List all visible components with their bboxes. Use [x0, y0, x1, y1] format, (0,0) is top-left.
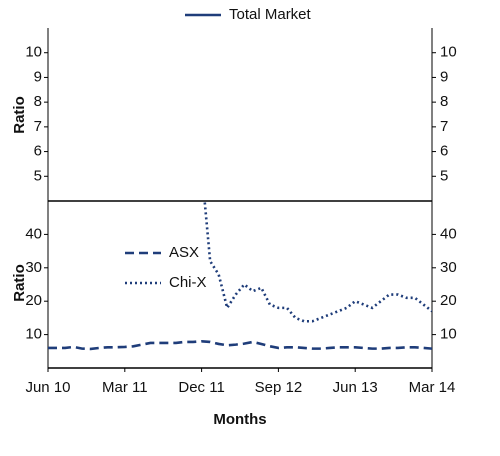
- series-line: [48, 53, 432, 163]
- y-tick-label: 5: [34, 167, 42, 184]
- y-axis-title: Ratio: [11, 264, 28, 302]
- y-tick-label: 10: [25, 44, 42, 61]
- series-line: [48, 339, 432, 351]
- series-line: [203, 201, 432, 323]
- legend-label: Chi-X: [169, 274, 207, 291]
- y2-tick-label: 5: [440, 167, 448, 184]
- y-tick-label: 8: [34, 93, 42, 110]
- x-tick-label: Sep 12: [255, 379, 303, 396]
- x-tick-label: Dec 11: [178, 379, 224, 396]
- x-tick-label: Mar 11: [102, 379, 148, 396]
- y-tick-label: 10: [25, 326, 42, 343]
- y-tick-label: 30: [25, 259, 42, 276]
- x-tick-label: Mar 14: [409, 379, 456, 396]
- y2-tick-label: 9: [440, 68, 448, 85]
- legend-label: ASX: [169, 244, 199, 261]
- y-tick-label: 7: [34, 118, 42, 135]
- legend-label: Total Market: [229, 6, 312, 23]
- y2-tick-label: 10: [440, 326, 457, 343]
- x-tick-label: Jun 10: [25, 379, 70, 396]
- y2-tick-label: 6: [440, 143, 448, 160]
- y2-tick-label: 7: [440, 118, 448, 135]
- y2-tick-label: 10: [440, 44, 457, 61]
- y-tick-label: 6: [34, 143, 42, 160]
- y2-tick-label: 30: [440, 259, 457, 276]
- x-axis-title: Months: [213, 411, 266, 428]
- y-tick-label: 20: [25, 292, 42, 309]
- y-tick-label: 40: [25, 225, 42, 242]
- y-tick-label: 9: [34, 68, 42, 85]
- y-axis-title: Ratio: [11, 96, 28, 134]
- y2-tick-label: 40: [440, 225, 457, 242]
- x-tick-label: Jun 13: [333, 379, 378, 396]
- y2-tick-label: 20: [440, 292, 457, 309]
- y2-tick-label: 8: [440, 93, 448, 110]
